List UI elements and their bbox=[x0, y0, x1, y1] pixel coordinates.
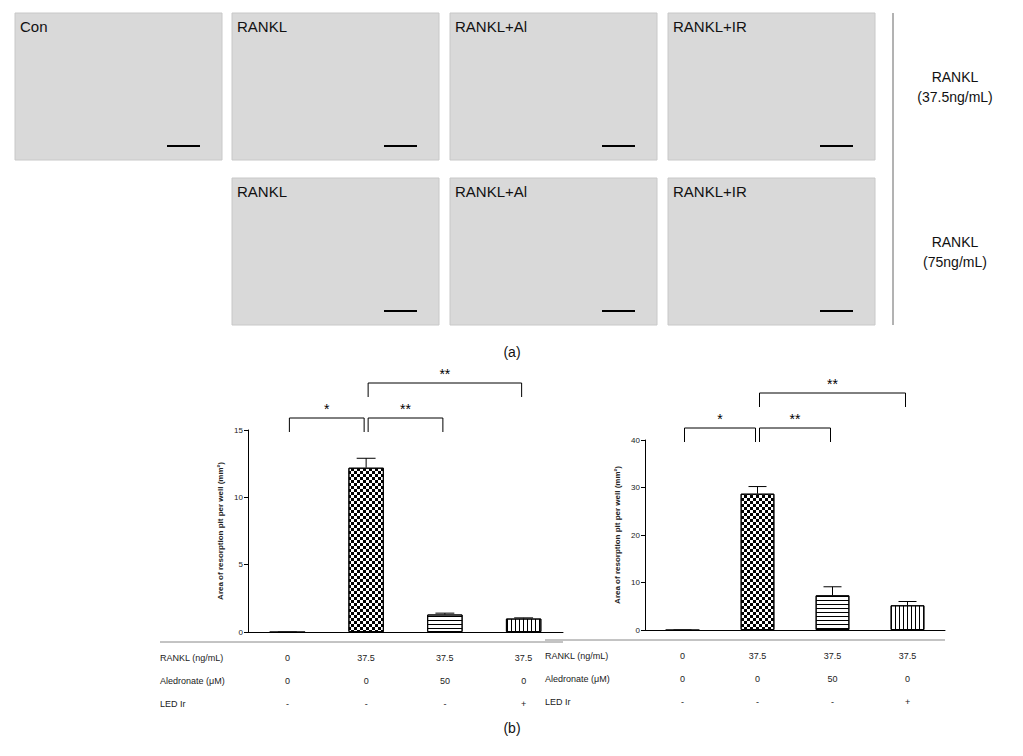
svg-text:*: * bbox=[717, 411, 723, 427]
svg-text:37.5: 37.5 bbox=[357, 653, 375, 663]
svg-text:40: 40 bbox=[631, 436, 640, 445]
svg-text:0: 0 bbox=[521, 676, 526, 686]
svg-text:0: 0 bbox=[755, 674, 760, 684]
svg-text:(b): (b) bbox=[503, 720, 520, 736]
svg-text:RANKL (ng/mL): RANKL (ng/mL) bbox=[545, 651, 608, 661]
svg-text:50: 50 bbox=[440, 676, 450, 686]
svg-text:-: - bbox=[286, 699, 289, 709]
svg-text:RANKL+IR: RANKL+IR bbox=[673, 183, 747, 200]
svg-text:LED Ir: LED Ir bbox=[545, 697, 571, 707]
svg-text:-: - bbox=[443, 699, 446, 709]
svg-text:20: 20 bbox=[631, 531, 640, 540]
svg-text:**: ** bbox=[400, 401, 411, 417]
svg-text:50: 50 bbox=[827, 674, 837, 684]
svg-text:30: 30 bbox=[631, 483, 640, 492]
svg-text:RANKL: RANKL bbox=[237, 18, 287, 35]
svg-text:Aledronate (μM): Aledronate (μM) bbox=[160, 676, 225, 686]
svg-text:Aledronate (μM): Aledronate (μM) bbox=[545, 674, 610, 684]
svg-text:37.5: 37.5 bbox=[824, 651, 842, 661]
svg-text:0: 0 bbox=[364, 676, 369, 686]
svg-text:Area of resorption pit per wel: Area of resorption pit per well (mm²) bbox=[216, 462, 225, 600]
svg-text:RANKL: RANKL bbox=[932, 234, 979, 250]
svg-text:Con: Con bbox=[20, 18, 48, 35]
svg-text:+: + bbox=[521, 699, 526, 709]
svg-text:(a): (a) bbox=[503, 344, 520, 360]
svg-text:0: 0 bbox=[680, 651, 685, 661]
svg-text:-: - bbox=[831, 697, 834, 707]
svg-text:**: ** bbox=[827, 376, 838, 392]
svg-text:(75ng/mL): (75ng/mL) bbox=[923, 254, 987, 270]
svg-text:**: ** bbox=[439, 366, 450, 382]
svg-text:10: 10 bbox=[631, 578, 640, 587]
svg-text:0: 0 bbox=[285, 676, 290, 686]
svg-text:37.5: 37.5 bbox=[436, 653, 454, 663]
svg-text:0: 0 bbox=[636, 626, 641, 635]
svg-text:Area of resorption pit per wel: Area of resorption pit per well (mm²) bbox=[613, 466, 622, 604]
svg-text:+: + bbox=[905, 697, 910, 707]
svg-text:RANKL+Al: RANKL+Al bbox=[455, 18, 527, 35]
svg-text:-: - bbox=[756, 697, 759, 707]
svg-text:15: 15 bbox=[234, 426, 243, 435]
svg-text:*: * bbox=[324, 401, 330, 417]
svg-text:RANKL+Al: RANKL+Al bbox=[455, 183, 527, 200]
svg-text:RANKL (ng/mL): RANKL (ng/mL) bbox=[160, 653, 223, 663]
svg-text:37.5: 37.5 bbox=[515, 653, 533, 663]
svg-text:**: ** bbox=[790, 411, 801, 427]
svg-text:0: 0 bbox=[905, 674, 910, 684]
svg-text:37.5: 37.5 bbox=[749, 651, 767, 661]
svg-text:0: 0 bbox=[239, 628, 244, 637]
svg-text:-: - bbox=[681, 697, 684, 707]
svg-text:(37.5ng/mL): (37.5ng/mL) bbox=[917, 89, 992, 105]
svg-text:37.5: 37.5 bbox=[899, 651, 917, 661]
svg-text:RANKL: RANKL bbox=[237, 183, 287, 200]
svg-text:RANKL: RANKL bbox=[932, 69, 979, 85]
svg-text:RANKL+IR: RANKL+IR bbox=[673, 18, 747, 35]
svg-text:5: 5 bbox=[239, 560, 244, 569]
svg-text:10: 10 bbox=[234, 493, 243, 502]
svg-text:-: - bbox=[365, 699, 368, 709]
svg-text:0: 0 bbox=[285, 653, 290, 663]
svg-text:0: 0 bbox=[680, 674, 685, 684]
svg-text:LED Ir: LED Ir bbox=[160, 699, 186, 709]
